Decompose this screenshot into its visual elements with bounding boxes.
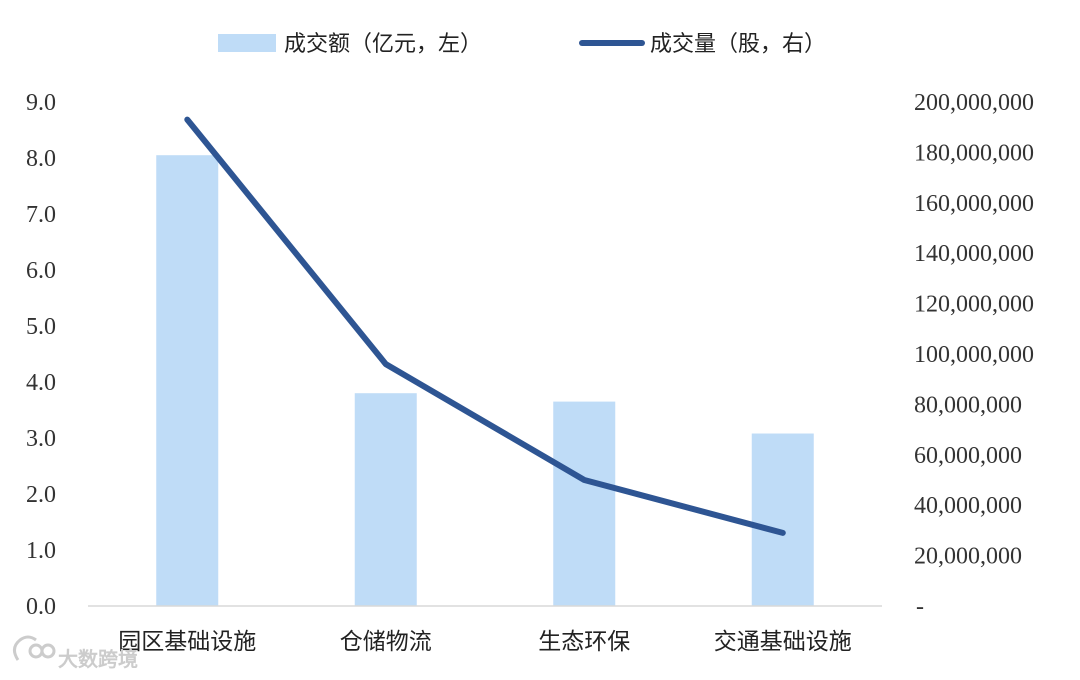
right-tick-label: 160,000,000 bbox=[914, 191, 1034, 217]
left-axis-ticks: 0.0 1.0 2.0 3.0 4.0 5.0 6.0 7.0 8.0 9.0 bbox=[26, 90, 56, 620]
right-axis-ticks: - 20,000,000 40,000,000 60,000,000 80,000,00… bbox=[914, 90, 1034, 620]
right-tick-label: 140,000,000 bbox=[914, 241, 1034, 267]
watermark-logo-icon bbox=[13, 635, 56, 661]
legend-swatch-bar bbox=[218, 34, 276, 52]
left-tick-label: 0.0 bbox=[26, 594, 56, 620]
right-tick-label: 40,000,000 bbox=[914, 493, 1022, 519]
legend-label-line: 成交量（股，右） bbox=[650, 32, 826, 57]
left-tick-label: 2.0 bbox=[26, 482, 56, 508]
bar bbox=[553, 401, 616, 606]
left-tick-label: 9.0 bbox=[26, 90, 56, 116]
left-tick-label: 8.0 bbox=[26, 146, 56, 172]
right-tick-label: 200,000,000 bbox=[914, 90, 1034, 116]
category-label: 生态环保 bbox=[538, 629, 630, 655]
series-line bbox=[184, 116, 786, 536]
left-tick-label: 7.0 bbox=[26, 202, 56, 228]
left-tick-label: 5.0 bbox=[26, 314, 56, 340]
right-tick-label: 180,000,000 bbox=[914, 140, 1034, 166]
legend-label-bar: 成交额（亿元，左） bbox=[284, 32, 482, 57]
category-label: 仓储物流 bbox=[340, 629, 432, 655]
left-tick-label: 4.0 bbox=[26, 370, 56, 396]
right-tick-label: 80,000,000 bbox=[914, 392, 1022, 418]
watermark-text: 大数跨境 bbox=[58, 647, 138, 671]
category-label: 园区基础设施 bbox=[118, 629, 256, 655]
bar bbox=[354, 393, 417, 606]
category-labels: 园区基础设施 仓储物流 生态环保 交通基础设施 bbox=[118, 629, 852, 655]
left-tick-label: 3.0 bbox=[26, 426, 56, 452]
right-tick-label: 100,000,000 bbox=[914, 342, 1034, 368]
category-label: 交通基础设施 bbox=[714, 629, 852, 655]
legend: 成交额（亿元，左） 成交量（股，右） bbox=[218, 32, 826, 57]
watermark: 大数跨境 bbox=[13, 635, 138, 671]
line-series bbox=[184, 116, 786, 536]
right-tick-label: 60,000,000 bbox=[914, 443, 1022, 469]
bar bbox=[156, 155, 219, 606]
right-tick-label: 120,000,000 bbox=[914, 292, 1034, 318]
right-tick-label: - bbox=[916, 594, 924, 620]
right-tick-label: 20,000,000 bbox=[914, 544, 1022, 570]
bar bbox=[751, 433, 814, 606]
left-tick-label: 6.0 bbox=[26, 258, 56, 284]
bar-series bbox=[156, 155, 814, 606]
left-tick-label: 1.0 bbox=[26, 538, 56, 564]
